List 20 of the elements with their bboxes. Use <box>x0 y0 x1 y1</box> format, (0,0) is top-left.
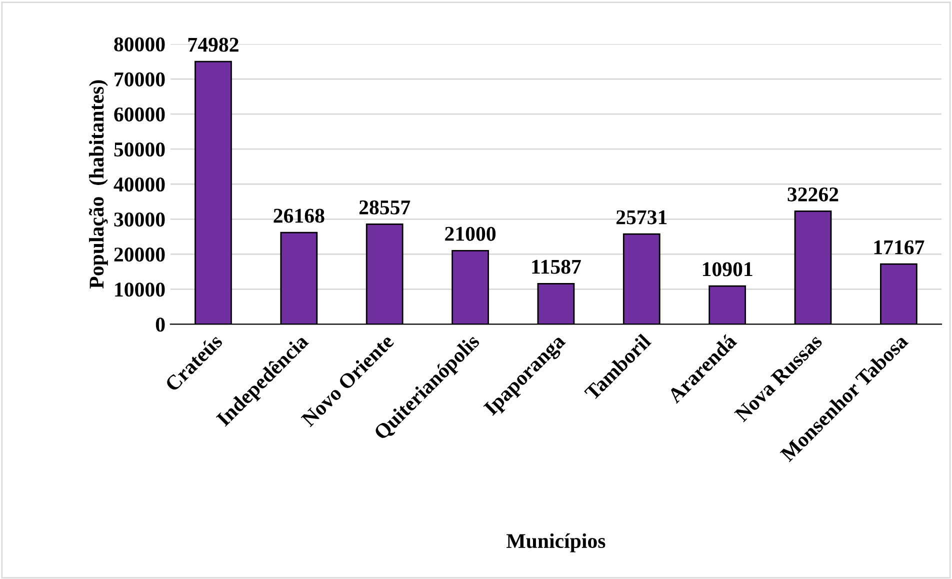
data-label: 17167 <box>874 240 924 254</box>
y-tick-label: 30000 <box>114 212 165 227</box>
x-axis-title: Municípios <box>506 533 606 552</box>
y-tick-label: 20000 <box>114 248 165 262</box>
y-tick-label: 10000 <box>115 282 165 297</box>
y-tick-label: 0 <box>156 318 165 332</box>
y-tick-label: 50000 <box>114 142 165 157</box>
data-label: 32262 <box>788 187 838 202</box>
data-label: 26168 <box>274 208 324 223</box>
data-label: 10901 <box>702 262 752 276</box>
y-tick-label: 80000 <box>114 37 165 52</box>
y-tick-label: 70000 <box>114 72 165 86</box>
data-label: 25731 <box>616 210 667 224</box>
y-axis-title: População (habitantes) <box>88 80 108 289</box>
data-label: 28557 <box>359 200 410 214</box>
data-label: 21000 <box>445 226 496 241</box>
y-tick-label: 40000 <box>114 177 165 192</box>
y-tick-label: 60000 <box>114 107 165 122</box>
data-label: 11587 <box>532 260 581 274</box>
data-label: 74982 <box>188 38 238 52</box>
